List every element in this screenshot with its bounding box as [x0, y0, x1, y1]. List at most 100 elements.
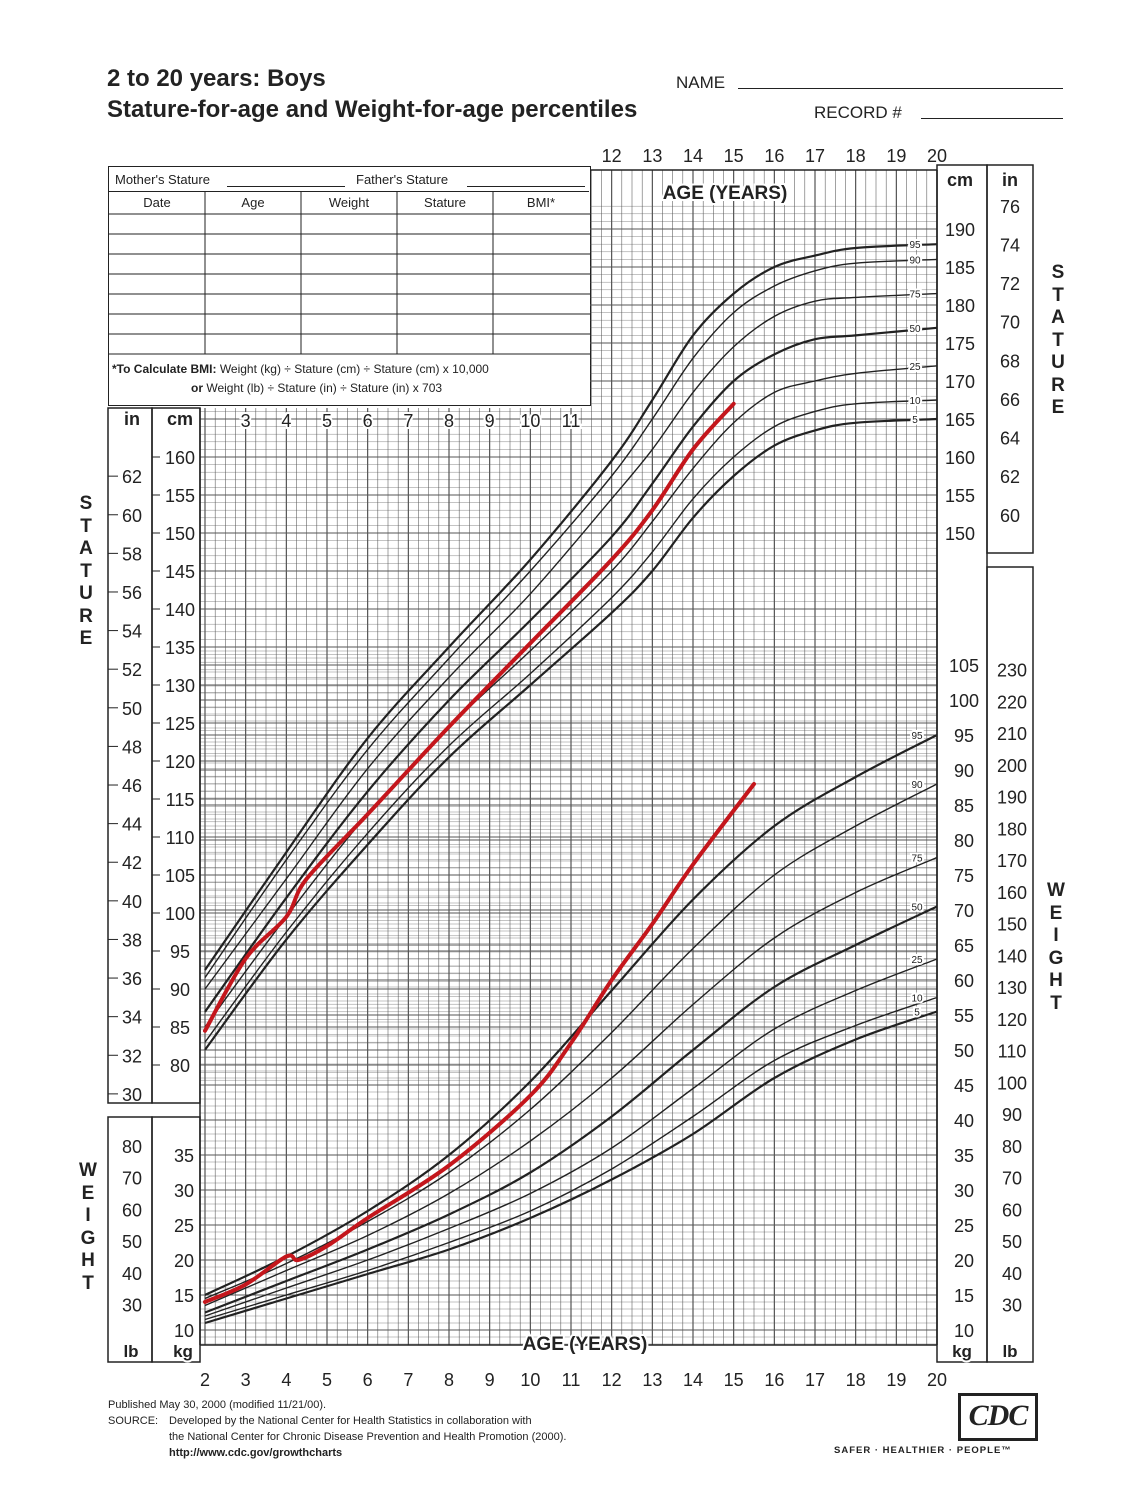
age-tick-bottom: 15 — [724, 1370, 744, 1390]
unit-label-in-right: in — [1002, 170, 1018, 190]
age-tick-upper: 14 — [683, 146, 703, 166]
tick-label-kg-right: 35 — [954, 1146, 974, 1166]
tick-label-kg: 35 — [174, 1146, 194, 1166]
tick-label-kg-right: 40 — [954, 1111, 974, 1131]
tick-label-cm: 130 — [165, 676, 195, 696]
tick-label-cm-right: 175 — [945, 334, 975, 354]
unit-label-in: in — [124, 409, 140, 429]
stature-percentile-label-10: 10 — [909, 396, 921, 407]
weight-percentile-label-25: 25 — [911, 955, 923, 966]
tick-label-kg-right: 15 — [954, 1286, 974, 1306]
cdc-logo-text: CDC — [968, 1399, 1029, 1432]
age-tick-upper: 19 — [886, 146, 906, 166]
age-tick-inner: 4 — [281, 411, 291, 431]
age-tick-bottom: 5 — [322, 1370, 332, 1390]
stature-percentile-label-90: 90 — [909, 255, 921, 266]
tick-label-lb-right: 140 — [997, 946, 1027, 966]
col-header-weight: Weight — [328, 195, 370, 210]
tick-label-lb: 40 — [122, 1264, 142, 1284]
right-cm-kg-scale — [936, 164, 988, 1363]
tick-label-in: 56 — [122, 583, 142, 603]
tick-label-lb-right: 50 — [1002, 1232, 1022, 1252]
weight-percentile-label-10: 10 — [911, 994, 923, 1005]
tick-label-in-right: 76 — [1000, 197, 1020, 217]
tick-label-kg: 10 — [174, 1321, 194, 1341]
unit-label-kg-right: kg — [952, 1342, 972, 1361]
tick-label-cm: 125 — [165, 714, 195, 734]
name-field[interactable] — [738, 88, 1063, 89]
tick-label-cm-right: 180 — [945, 296, 975, 316]
chart-title-line1: 2 to 20 years: Boys — [107, 65, 326, 92]
tick-label-lb-right: 150 — [997, 915, 1027, 935]
tick-label-cm: 145 — [165, 562, 195, 582]
tick-label-in: 50 — [122, 699, 142, 719]
tick-label-kg-right: 60 — [954, 971, 974, 991]
tick-label-in: 52 — [122, 660, 142, 680]
record-grid-lines — [109, 192, 590, 355]
tick-label-in: 58 — [122, 544, 142, 564]
tick-label-cm: 100 — [165, 904, 195, 924]
age-tick-bottom: 2 — [200, 1370, 210, 1390]
tick-label-cm-right: 170 — [945, 372, 975, 392]
tick-label-in: 60 — [122, 506, 142, 526]
tick-label-lb-right: 220 — [997, 692, 1027, 712]
patient-weight-line — [203, 782, 756, 1304]
stature-side-label-right: S T A T U R E — [1051, 262, 1065, 418]
tick-label-in: 40 — [122, 892, 142, 912]
stature-percentile-5 — [204, 417, 938, 1051]
tick-label-cm: 160 — [165, 448, 195, 468]
age-tick-inner: 3 — [241, 411, 251, 431]
unit-label-kg: kg — [173, 1342, 193, 1361]
mothers-stature-label: Mother's Stature — [115, 172, 210, 187]
tick-label-lb-right: 60 — [1002, 1200, 1022, 1220]
bmi-note-line1: *To Calculate BMI: Weight (kg) ÷ Stature… — [112, 362, 489, 376]
age-tick-inner: 7 — [403, 411, 413, 431]
fathers-stature-field[interactable] — [467, 186, 585, 187]
tick-label-in-right: 72 — [1000, 274, 1020, 294]
tick-label-kg-right: 55 — [954, 1006, 974, 1026]
tick-label-cm: 90 — [170, 980, 190, 1000]
record-number-field[interactable] — [921, 118, 1063, 119]
tick-label-kg-right: 105 — [949, 656, 979, 676]
stature-percentile-label-75: 75 — [909, 290, 921, 301]
age-tick-bottom: 9 — [485, 1370, 495, 1390]
weight-percentile-label-75: 75 — [911, 854, 923, 865]
chart-title-line2: Stature-for-age and Weight-for-age perce… — [107, 96, 638, 123]
mothers-stature-field[interactable] — [227, 186, 345, 187]
tick-label-lb: 70 — [122, 1169, 142, 1189]
tick-label-kg-right: 75 — [954, 866, 974, 886]
tick-label-cm: 155 — [165, 486, 195, 506]
weight-percentile-5 — [204, 1010, 938, 1325]
tick-label-lb-right: 170 — [997, 851, 1027, 871]
weight-percentile-95 — [204, 734, 938, 1296]
age-tick-bottom: 17 — [805, 1370, 825, 1390]
tick-label-in: 62 — [122, 467, 142, 487]
tick-label-lb-right: 200 — [997, 756, 1027, 776]
tick-label-cm: 85 — [170, 1018, 190, 1038]
stature-percentile-95 — [204, 243, 938, 971]
tick-label-cm-right: 190 — [945, 220, 975, 240]
weight-percentile-10 — [204, 996, 938, 1321]
tick-label-lb: 30 — [122, 1296, 142, 1316]
stature-percentile-25 — [204, 365, 938, 1028]
tick-label-in: 38 — [122, 930, 142, 950]
age-tick-inner: 9 — [485, 411, 495, 431]
tick-label-in: 36 — [122, 969, 142, 989]
tick-label-kg-right: 95 — [954, 726, 974, 746]
stature-percentile-label-50: 50 — [909, 324, 921, 335]
source-url[interactable]: http://www.cdc.gov/growthcharts — [169, 1447, 343, 1459]
tick-label-cm: 120 — [165, 752, 195, 772]
percentile-curves — [204, 243, 938, 1325]
source-line2: the National Center for Chronic Disease … — [169, 1431, 567, 1443]
unit-label-cm-right: cm — [947, 170, 973, 190]
weight-percentile-label-90: 90 — [911, 780, 923, 791]
tick-label-kg-right: 80 — [954, 831, 974, 851]
bmi-note-formula2: Weight (lb) ÷ Stature (in) ÷ Stature (in… — [206, 381, 443, 395]
tick-label-in-right: 70 — [1000, 313, 1020, 333]
published-note: Published May 30, 2000 (modified 11/21/0… — [108, 1399, 327, 1411]
tick-label-lb-right: 130 — [997, 978, 1027, 998]
age-tick-bottom: 16 — [764, 1370, 784, 1390]
tick-label-lb-right: 190 — [997, 788, 1027, 808]
tick-label-lb-right: 180 — [997, 819, 1027, 839]
